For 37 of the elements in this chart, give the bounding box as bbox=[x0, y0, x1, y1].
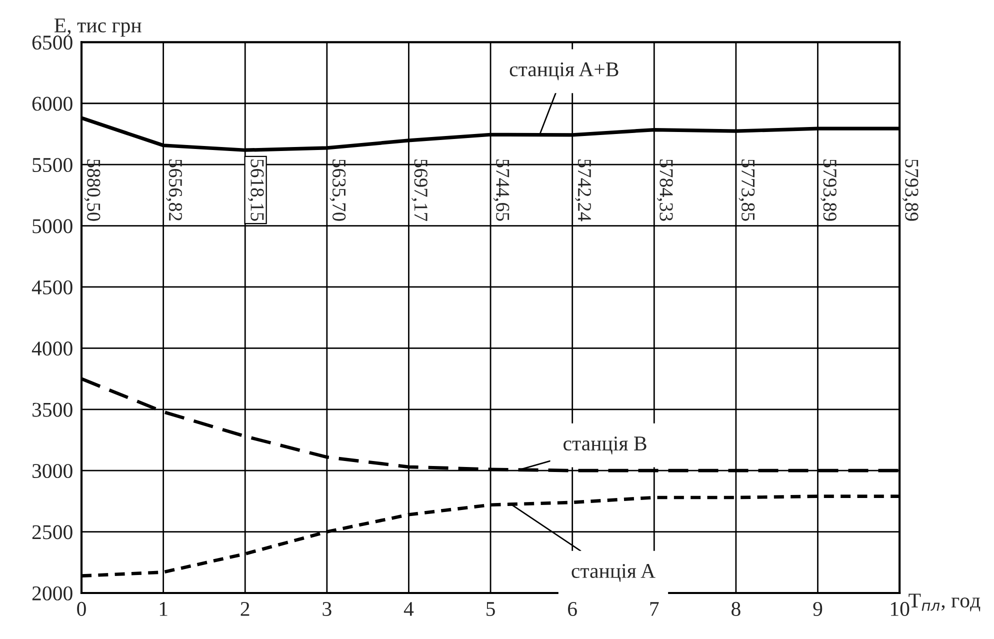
data-label: 5697,17 bbox=[412, 160, 428, 222]
x-tick-label: 10 bbox=[890, 602, 910, 616]
data-label: 5793,89 bbox=[902, 160, 918, 221]
text: станція A+B bbox=[510, 62, 618, 80]
x-tick-label: 0 bbox=[77, 602, 86, 616]
x-tick-label: 3 bbox=[322, 602, 332, 616]
x-tick-label: 9 bbox=[813, 602, 822, 616]
y-tick-label: 5000 bbox=[32, 219, 72, 234]
x-tick-label: 4 bbox=[404, 602, 414, 616]
x-tick-label: 5 bbox=[486, 602, 495, 616]
y-tick-label: 3500 bbox=[32, 402, 72, 417]
data-label: 5880,50 bbox=[84, 160, 100, 221]
y-axis-title: E, тис грн bbox=[54, 18, 142, 37]
data-label: 5773,85 bbox=[738, 160, 755, 221]
data-label: 5635,70 bbox=[330, 160, 346, 221]
x-tick-label: 7 bbox=[650, 602, 659, 616]
y-tick-label: 6500 bbox=[32, 36, 72, 50]
x-tick-label: 6 bbox=[568, 602, 577, 616]
data-label: 5744,65 bbox=[493, 160, 510, 221]
y-tick-label: 6000 bbox=[32, 96, 72, 111]
text: станція A bbox=[572, 564, 656, 582]
y-tick-label: 5500 bbox=[32, 158, 72, 172]
y-tick-label: 4500 bbox=[32, 280, 72, 294]
x-tick-label: 8 bbox=[732, 602, 740, 616]
data-label: 5656,82 bbox=[166, 160, 182, 221]
data-label: 5793,89 bbox=[820, 160, 836, 221]
data-label: 5618,15 bbox=[248, 160, 264, 221]
data-label: 5784,33 bbox=[656, 160, 673, 221]
x-axis-title: T$_{пл}$, год bbox=[908, 594, 980, 612]
data-label: 5742,24 bbox=[575, 160, 591, 222]
y-tick-label: 4000 bbox=[32, 342, 72, 356]
y-tick-label: 2000 bbox=[32, 586, 72, 600]
series-label: станція B bbox=[564, 436, 646, 454]
x-tick-label: 1 bbox=[160, 602, 168, 616]
x-tick-label: 2 bbox=[240, 602, 250, 616]
y-tick-label: 2500 bbox=[32, 525, 72, 540]
y-tick-label: 3000 bbox=[32, 464, 72, 478]
